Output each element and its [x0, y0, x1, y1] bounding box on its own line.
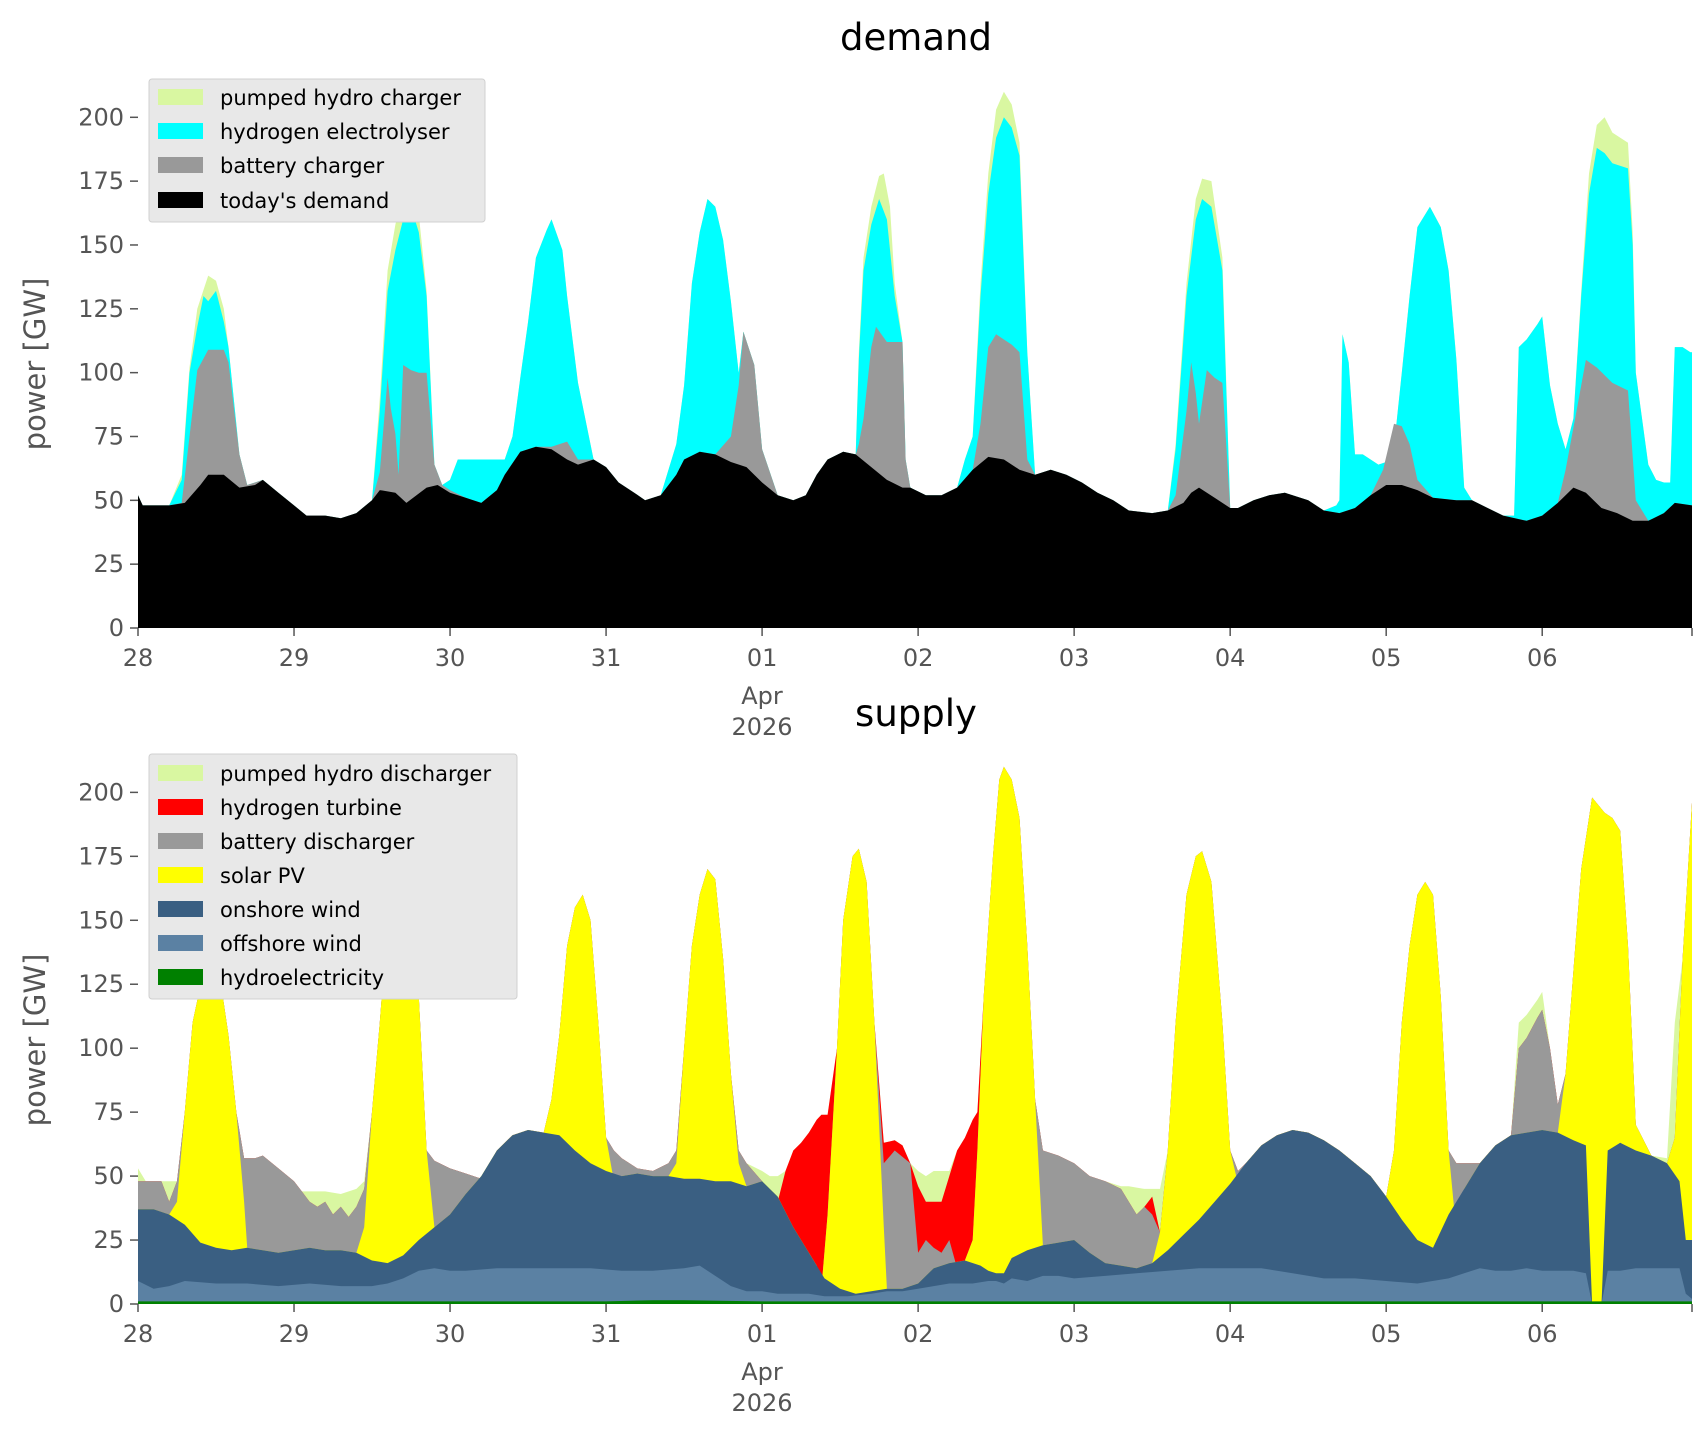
y-tick-label: 200	[78, 103, 124, 131]
legend-label: pumped hydro discharger	[220, 762, 491, 786]
y-axis: 0 25 50 75 100 125 150 175 200	[78, 103, 138, 642]
x-axis-sublabel-year: 2026	[731, 713, 792, 741]
x-tick-label: 03	[1059, 1320, 1090, 1348]
area-offshore-wind	[138, 1265, 1692, 1304]
legend-swatch	[158, 833, 203, 849]
y-tick-label: 0	[109, 1290, 124, 1318]
y-axis: 0 25 50 75 100 125 150 175 200	[78, 778, 138, 1318]
y-tick-label: 175	[78, 167, 124, 195]
x-tick-label: 31	[591, 1320, 622, 1348]
legend-swatch	[158, 935, 203, 951]
x-tick-label: 01	[747, 1320, 778, 1348]
x-tick-label: 05	[1371, 644, 1402, 672]
x-axis-sublabel-month: Apr	[741, 1358, 783, 1386]
y-tick-label: 50	[93, 1162, 124, 1190]
legend-label: hydrogen turbine	[220, 796, 402, 820]
x-tick-label: 02	[903, 644, 934, 672]
x-axis-sublabel-year: 2026	[731, 1389, 792, 1417]
x-axis: 28 29 30 31 01 02 03 04 05 06	[123, 1304, 1693, 1348]
supply-panel: supply 0 25 50 75 100 125 150 175 200 28 29 30 31 01…	[18, 692, 1693, 1417]
x-tick-label: 01	[747, 644, 778, 672]
x-tick-label: 04	[1215, 644, 1246, 672]
y-tick-label: 125	[78, 295, 124, 323]
y-tick-label: 50	[93, 486, 124, 514]
y-tick-label: 150	[78, 906, 124, 934]
legend-label: battery discharger	[220, 830, 415, 854]
y-tick-label: 25	[93, 550, 124, 578]
y-axis-title: power [GW]	[18, 954, 52, 1127]
panel-title: demand	[840, 16, 992, 59]
x-tick-label: 31	[591, 644, 622, 672]
legend-swatch	[158, 192, 203, 208]
x-tick-label: 05	[1371, 1320, 1402, 1348]
x-tick-label: 03	[1059, 644, 1090, 672]
legend-label: onshore wind	[220, 898, 361, 922]
x-tick-label: 29	[279, 1320, 310, 1348]
x-tick-label: 28	[123, 644, 154, 672]
x-tick-label: 28	[123, 1320, 154, 1348]
legend-swatch	[158, 799, 203, 815]
y-tick-label: 125	[78, 970, 124, 998]
legend: pumped hydro charger hydrogen electrolys…	[148, 78, 486, 223]
x-tick-label: 02	[903, 1320, 934, 1348]
legend-label: pumped hydro charger	[220, 86, 461, 110]
y-tick-label: 100	[78, 1034, 124, 1062]
legend-swatch	[158, 901, 203, 917]
legend-swatch	[158, 765, 203, 781]
legend-label: hydroelectricity	[220, 966, 384, 990]
legend-box	[148, 753, 518, 1000]
y-tick-label: 150	[78, 231, 124, 259]
y-tick-label: 25	[93, 1226, 124, 1254]
area-series-group	[138, 766, 1692, 1304]
x-axis: 28 29 30 31 01 02 03 04 05 06	[123, 628, 1693, 672]
x-tick-label: 06	[1527, 1320, 1558, 1348]
legend: pumped hydro discharger hydrogen turbine…	[148, 753, 518, 1000]
y-tick-label: 75	[93, 422, 124, 450]
legend-label: solar PV	[220, 864, 305, 888]
y-tick-label: 100	[78, 359, 124, 387]
legend-swatch	[158, 123, 203, 139]
y-tick-label: 0	[109, 614, 124, 642]
x-tick-label: 30	[435, 1320, 466, 1348]
legend-label: offshore wind	[220, 932, 362, 956]
panel-title: supply	[855, 692, 977, 735]
area-series-group	[138, 91, 1692, 629]
area-today-s-demand	[138, 446, 1692, 628]
x-tick-label: 04	[1215, 1320, 1246, 1348]
legend-label: hydrogen electrolyser	[220, 120, 450, 144]
area-hydroelectricity	[138, 1300, 1692, 1304]
y-tick-label: 200	[78, 778, 124, 806]
x-tick-label: 29	[279, 644, 310, 672]
legend-swatch	[158, 157, 203, 173]
legend-swatch	[158, 969, 203, 985]
legend-swatch	[158, 89, 203, 105]
legend-label: today's demand	[220, 189, 389, 213]
legend-label: battery charger	[220, 154, 385, 178]
area-onshore-wind	[138, 1130, 1692, 1304]
legend-box	[148, 78, 486, 223]
y-tick-label: 175	[78, 842, 124, 870]
demand-panel: demand 0 25 50 75 100 125 150 175 200 28 29 30 31 01…	[18, 16, 1693, 741]
y-tick-label: 75	[93, 1098, 124, 1126]
legend-swatch	[158, 867, 203, 883]
x-axis-sublabel-month: Apr	[741, 682, 783, 710]
x-tick-label: 06	[1527, 644, 1558, 672]
y-axis-title: power [GW]	[18, 278, 52, 451]
x-tick-label: 30	[435, 644, 466, 672]
